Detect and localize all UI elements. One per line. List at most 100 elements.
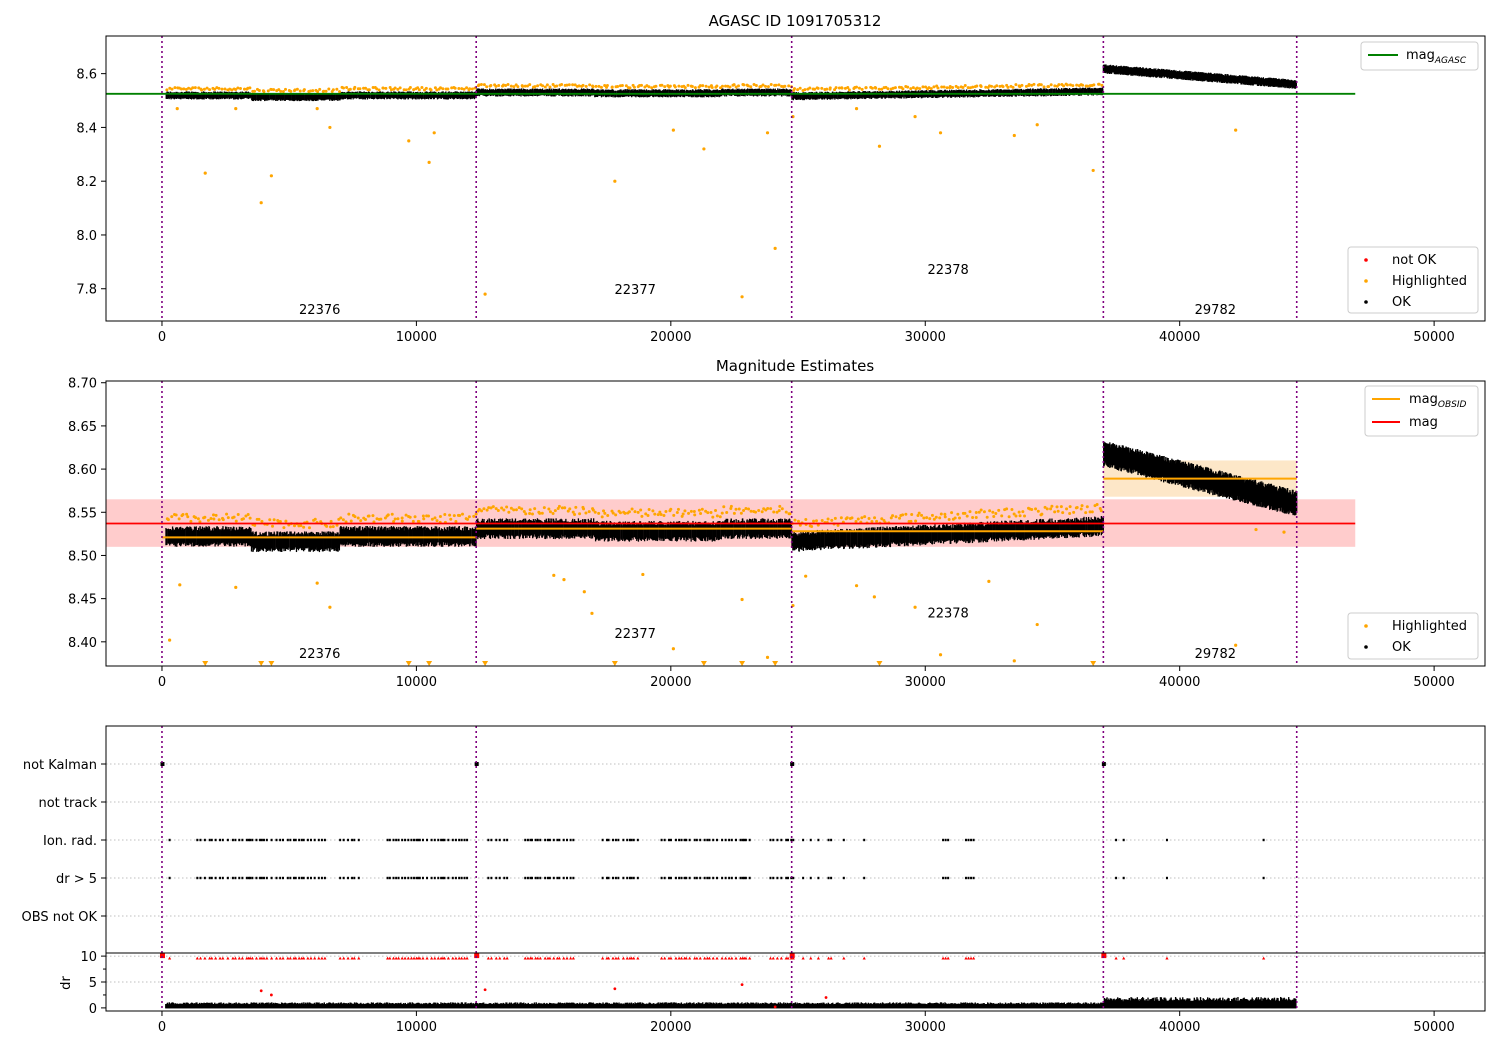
agasc-highlighted-point [298, 89, 302, 93]
mag-highlighted-point [766, 506, 770, 510]
ion-rad-marker [313, 838, 316, 842]
mag-highlighted-point [189, 519, 193, 523]
mag-highlighted-point [477, 507, 481, 511]
mag-highlighted-point [916, 514, 920, 518]
mag-highlighted-point [917, 511, 921, 515]
agasc-highlighted-point [450, 86, 454, 90]
mag-highlighted-point [867, 516, 871, 520]
dr-clipped-marker [210, 956, 214, 960]
dr-gt-5-marker [430, 876, 433, 880]
mag-highlighted-point [448, 513, 452, 517]
mag-highlighted-point [356, 516, 360, 520]
mag-highlighted-point [636, 510, 640, 514]
mag-highlighted-point [914, 519, 918, 523]
agasc-highlighted-point [504, 83, 508, 87]
mag-highlighted-point [644, 512, 648, 516]
mag-highlighted-point [514, 508, 518, 512]
mag-highlighted-point [1061, 511, 1065, 515]
agasc-highlighted-point [624, 84, 628, 88]
dr-gt-5-marker [351, 876, 354, 880]
mag-highlighted-point [950, 511, 954, 515]
mag-highlighted-point [611, 511, 615, 515]
mag-highlighted-point [584, 511, 588, 515]
agasc-highlighted-point [948, 84, 952, 88]
mag-highlighted-point [804, 517, 808, 521]
ion-rad-marker [292, 838, 295, 842]
dr-clipped-marker [320, 956, 324, 960]
mag-highlighted-point [253, 523, 257, 527]
ion-rad-marker [214, 838, 217, 842]
ion-rad-marker [388, 838, 391, 842]
mag-highlighted-point [901, 513, 905, 517]
agasc-highlighted-point [701, 84, 705, 88]
legend-upper: magAGASC [1360, 41, 1479, 71]
mag-highlighted-point [587, 510, 591, 514]
agasc-highlighted-point [961, 85, 965, 89]
mag-highlighted-point [335, 523, 339, 527]
agasc-highlighted-point [398, 86, 402, 90]
mag-highlighted-point [1021, 510, 1025, 514]
ion-rad-marker [255, 838, 258, 842]
dr-clipped-marker [346, 956, 350, 960]
mag-ytick-label: 8.40 [68, 636, 97, 651]
agasc-highlighted-point [742, 83, 746, 87]
agasc-highlighted-point [877, 87, 881, 91]
dr-gt-5-marker [309, 876, 312, 880]
dr-clipped-marker [403, 956, 407, 960]
dr-clipped-marker [442, 956, 447, 960]
agasc-highlighted-point [266, 89, 270, 93]
mag-highlighted-point [421, 514, 425, 518]
dr-clipped-marker [274, 956, 279, 960]
mag-highlighted-point [272, 518, 276, 522]
agasc-highlighted-point [393, 86, 397, 90]
mag-highlighted-point [749, 509, 753, 513]
agasc-highlighted-point [327, 87, 331, 91]
mag-highlighted-point [271, 524, 275, 528]
mag-highlighted-point [560, 506, 564, 510]
mag-highlighted-point [860, 516, 864, 520]
mag-highlighted-point [780, 507, 784, 511]
agasc-highlighted-point [205, 86, 209, 90]
mag-highlighted-point [186, 515, 190, 519]
ion-rad-marker [421, 838, 424, 842]
agasc-highlighted-point [940, 85, 944, 89]
dr-gt-5-marker [226, 876, 229, 880]
dr-gt-5-marker [342, 876, 345, 880]
agasc-highlighted-point [924, 85, 928, 89]
agasc-highlighted-point [424, 86, 428, 90]
mag-highlighted-point [812, 519, 816, 523]
mag-highlighted-point [566, 509, 570, 513]
dr-clipped-marker [391, 956, 396, 960]
ion-rad-marker [298, 838, 301, 842]
dr-clipped-marker [454, 956, 458, 960]
dr-clipped-marker [262, 956, 266, 960]
mag-highlighted-point [1099, 509, 1103, 513]
dr-clipped-marker [313, 956, 317, 960]
ion-rad-marker [238, 838, 241, 842]
mag-highlighted-outlier [1035, 622, 1039, 627]
mag-highlighted-outlier [1254, 527, 1258, 532]
mag-ytick-label: 8.70 [68, 377, 97, 392]
mag-highlighted-point [1005, 507, 1009, 511]
agasc-highlighted-point [173, 86, 177, 90]
agasc-highlighted-outlier [407, 139, 411, 143]
agasc-highlighted-point [187, 86, 191, 90]
mag-highlighted-point [722, 505, 726, 509]
mag-highlighted-point [623, 511, 627, 515]
agasc-highlighted-outlier [877, 144, 882, 148]
agasc-highlighted-point [616, 85, 620, 89]
agasc-xtick-label: 40000 [1159, 330, 1200, 345]
agasc-highlighted-outlier [671, 128, 675, 132]
mag-highlighted-point [977, 510, 981, 514]
mag-highlighted-outlier [1282, 530, 1286, 534]
agasc-highlighted-point [560, 82, 564, 86]
mag-highlighted-point [687, 511, 691, 515]
mag-highlighted-point [706, 511, 710, 515]
agasc-highlighted-outlier [854, 106, 859, 111]
agasc-highlighted-point [548, 85, 552, 89]
mag-highlighted-point [863, 515, 867, 519]
mag-highlighted-point [1050, 504, 1054, 508]
mag-highlighted-point [630, 507, 634, 511]
agasc-highlighted-point [746, 84, 750, 88]
dr-clipped-marker [286, 956, 290, 960]
